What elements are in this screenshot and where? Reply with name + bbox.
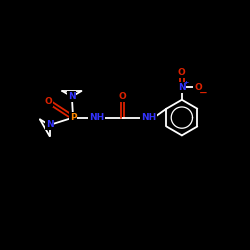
Text: O: O [44,97,52,106]
Text: O: O [194,83,202,92]
Text: O: O [178,68,186,77]
Text: NH: NH [89,113,104,122]
Text: N: N [68,92,76,101]
Text: N: N [46,120,54,130]
Text: +: + [184,80,189,85]
Text: P: P [70,113,76,122]
Text: O: O [119,92,126,101]
Text: −: − [199,88,208,98]
Text: NH: NH [141,113,156,122]
Text: N: N [178,83,186,92]
